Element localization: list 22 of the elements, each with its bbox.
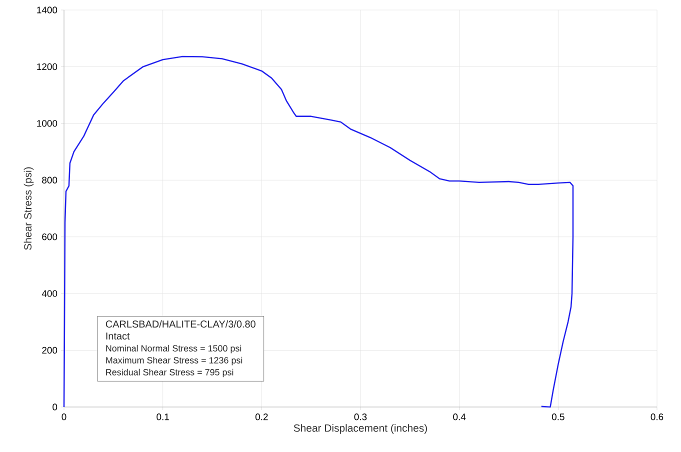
annotation: Residual Shear Stress = 795 psi: [106, 368, 234, 378]
y-tick-label: 600: [42, 234, 58, 240]
y-tick-label: 1200: [37, 63, 58, 70]
x-tick-label: 0.1: [156, 414, 169, 420]
y-tick-label: 800: [42, 176, 58, 184]
y-tick-label: 200: [42, 346, 58, 354]
x-tick-label: 0.3: [354, 414, 367, 420]
x-tick-label: 0.6: [650, 414, 664, 420]
x-axis-title: Shear Displacement (inches): [294, 424, 427, 434]
y-tick-label: 1400: [37, 6, 58, 14]
y-axis-title: Shear Stress (psi): [24, 167, 34, 250]
y-tick-label: 0: [52, 404, 58, 410]
y-tick-label: 400: [42, 290, 58, 297]
x-tick-label: 0.4: [453, 414, 466, 420]
x-tick-label: 0.5: [552, 414, 564, 420]
annotation: Intact: [106, 332, 130, 340]
y-tick-label: 1000: [37, 120, 58, 127]
x-tick-label: 0.2: [255, 414, 268, 420]
annotation: CARLSBAD/HALITE-CLAY/3/0.80: [106, 320, 256, 328]
x-tick-label: 0: [62, 414, 66, 420]
annotation: Maximum Shear Stress = 1236 psi: [106, 356, 242, 366]
annotation: Nominal Normal Stress = 1500 psi: [106, 344, 242, 354]
